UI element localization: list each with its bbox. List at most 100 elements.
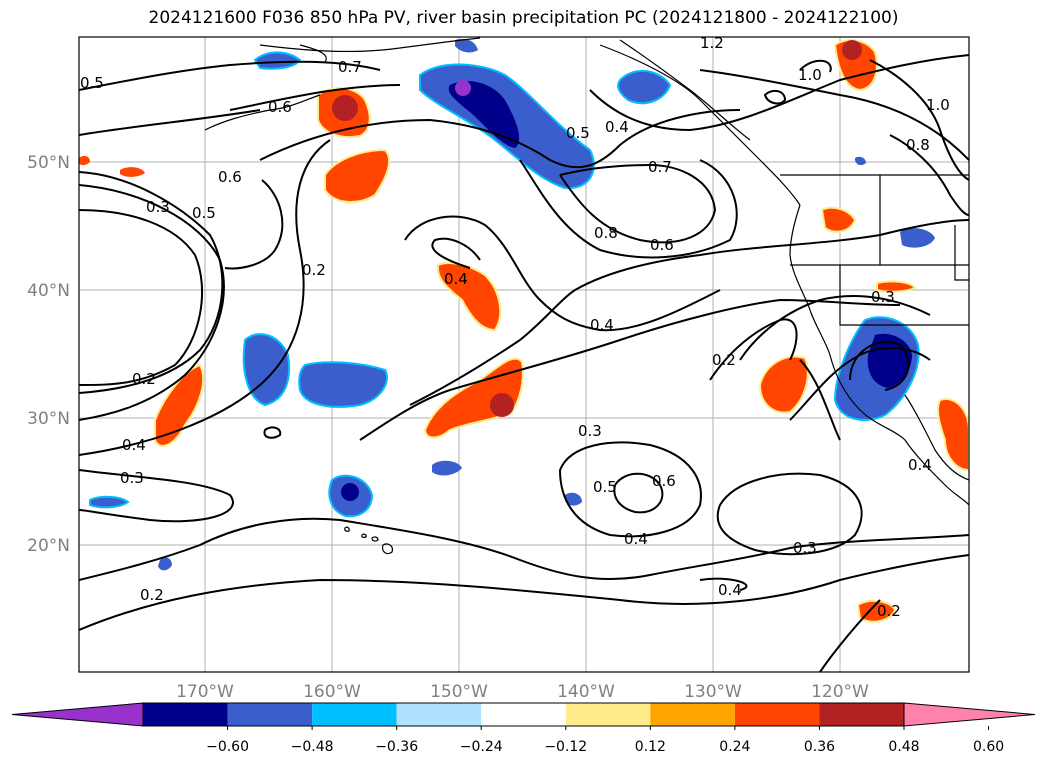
map-frame — [78, 36, 970, 673]
contour-label: 0.2 — [712, 351, 736, 369]
colorbar-extend-low — [11, 702, 144, 727]
blue-patch-w2 — [298, 361, 388, 408]
lon-label-160w: 160°W — [303, 682, 361, 702]
red-core-7 — [842, 40, 862, 60]
contour-label: 0.3 — [578, 422, 602, 440]
contour-label: 0.4 — [590, 316, 614, 334]
colorbar: −0.60 −0.48 −0.36 −0.24 −0.12 0.12 0.24 0.36 0.4… — [11, 702, 1036, 755]
blue-patch-nv — [900, 228, 935, 248]
orange-patch-11 — [856, 599, 897, 623]
map-title: 2024121600 F036 850 hPa PV, river basin … — [148, 8, 899, 28]
lat-label-50n: 50°N — [27, 153, 70, 173]
orange-patch-3 — [436, 262, 502, 332]
contour-label: 0.4 — [908, 456, 932, 474]
contour-label: 0.4 — [718, 581, 742, 599]
contour-label: 0.6 — [218, 168, 242, 186]
colorbar-tick-label: −0.12 — [544, 739, 587, 755]
colorbar-segment — [312, 703, 397, 726]
latitude-labels: 50°N 40°N 30°N 20°N — [27, 153, 70, 556]
lat-label-30n: 30°N — [27, 409, 70, 429]
colorbar-segment — [227, 703, 313, 726]
colorbar-tick-label: 0.60 — [973, 739, 1004, 755]
contour-label: 0.2 — [132, 370, 156, 388]
colorbar-segment — [143, 703, 228, 726]
orange-patch-8 — [820, 206, 857, 233]
colorbar-tick-label: −0.48 — [291, 739, 334, 755]
contour-label: 0.2 — [877, 602, 901, 620]
colorbar-segment — [481, 703, 566, 726]
lon-label-120w: 120°W — [811, 682, 869, 702]
contour-label: 0.4 — [624, 530, 648, 548]
colorbar-segment — [650, 703, 735, 726]
colorbar-tick-label: −0.24 — [460, 739, 503, 755]
orange-patch-5 — [154, 363, 205, 447]
contour-label: 1.0 — [926, 96, 950, 114]
purple-patch-gulf — [455, 80, 471, 96]
colorbar-outline — [142, 702, 905, 727]
colorbar-tick-label: 0.48 — [888, 739, 919, 755]
contour-label: 1.0 — [798, 66, 822, 84]
colorbar-tick-label: −0.36 — [375, 739, 418, 755]
positive-precip-patches — [79, 39, 969, 623]
contour-label: 0.6 — [650, 236, 674, 254]
contour-label: 0.7 — [648, 158, 672, 176]
colorbar-tick-label: 0.24 — [719, 739, 750, 755]
blue-patch-bc — [617, 69, 672, 105]
longitude-labels: 170°W 160°W 150°W 140°W 130°W 120°W — [176, 682, 869, 702]
red-core-1 — [332, 95, 358, 121]
lon-label-130w: 130°W — [684, 682, 742, 702]
contour-label: 0.4 — [605, 118, 629, 136]
colorbar-tick-label: 0.12 — [635, 739, 666, 755]
colorbar-tick-label: −0.60 — [206, 739, 249, 755]
orange-patch-2 — [324, 148, 391, 203]
contour-label: 0.5 — [192, 204, 216, 222]
red-core-4 — [490, 393, 514, 417]
orange-patch-12 — [120, 167, 145, 177]
colorbar-segment — [819, 703, 904, 726]
coastlines — [204, 37, 969, 506]
lon-label-170w: 170°W — [176, 682, 234, 702]
contour-label: 0.3 — [120, 469, 144, 487]
contour-label: 0.8 — [906, 136, 930, 154]
hawaiian-islands — [344, 526, 393, 555]
blue-patch-w1 — [242, 333, 291, 407]
lat-label-40n: 40°N — [27, 281, 70, 301]
colorbar-segment — [734, 703, 820, 726]
contour-label: 0.3 — [793, 539, 817, 557]
orange-patch-9 — [876, 280, 917, 293]
blue-patch-north — [253, 51, 302, 70]
blue-patch-s3 — [89, 495, 130, 509]
orange-patch-6 — [758, 355, 809, 414]
contour-label: 0.6 — [268, 98, 292, 116]
blue-patch-north2 — [455, 38, 478, 53]
contour-label: 0.4 — [122, 436, 146, 454]
contour-label: 0.2 — [140, 586, 164, 604]
contour-label: 1.2 — [700, 34, 724, 52]
contour-label: 0.2 — [302, 261, 326, 279]
blue-patch-s5 — [565, 492, 582, 506]
contour-label: 0.3 — [146, 198, 170, 216]
colorbar-extend-high — [903, 702, 1036, 727]
orange-patch-10 — [936, 398, 969, 472]
dark-blue-patch-s1 — [341, 483, 359, 501]
contour-label: 0.5 — [566, 124, 590, 142]
contour-label: 0.6 — [652, 472, 676, 490]
orange-patch-13 — [79, 155, 90, 166]
blue-patch-wa — [855, 156, 866, 166]
contour-label: 0.5 — [80, 74, 104, 92]
contour-label: 0.7 — [338, 58, 362, 76]
contour-label: 0.5 — [593, 478, 617, 496]
contour-label: 0.8 — [594, 224, 618, 242]
blue-patch-gulf-core — [448, 80, 520, 148]
lat-label-20n: 20°N — [27, 536, 70, 556]
blue-patch-s2 — [432, 460, 462, 476]
contour-label: 0.3 — [871, 288, 895, 306]
colorbar-segment — [396, 703, 482, 726]
colorbar-tick-label: 0.36 — [804, 739, 835, 755]
contour-label: 0.4 — [444, 270, 468, 288]
blue-patch-s4 — [158, 557, 172, 571]
lon-label-140w: 140°W — [557, 682, 615, 702]
contour-labels: 0.5 0.7 0.6 0.6 0.3 0.5 0.2 0.2 0.4 0.3 … — [80, 34, 950, 620]
colorbar-segment — [565, 703, 651, 726]
